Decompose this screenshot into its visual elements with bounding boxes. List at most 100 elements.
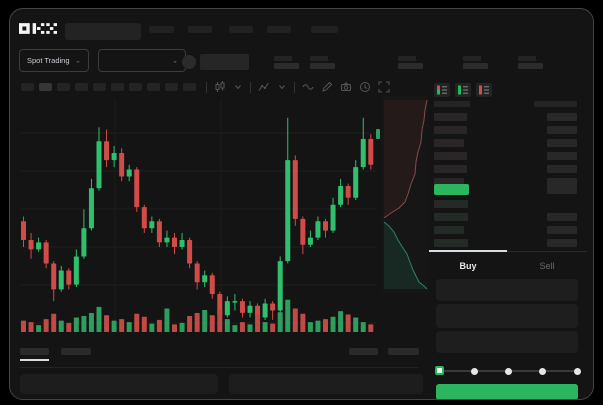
nav-item-1[interactable]	[188, 26, 212, 33]
volume-bar	[21, 320, 26, 332]
chevron-down-icon: ⌄	[75, 58, 81, 64]
bottom-tab-0[interactable]	[20, 348, 49, 355]
volume-bar	[292, 308, 298, 332]
ask-row-price[interactable]	[434, 139, 464, 147]
toolbar-divider	[250, 81, 251, 93]
fullscreen-icon[interactable]	[378, 81, 390, 93]
search-input[interactable]	[65, 23, 141, 40]
bid-row-price[interactable]	[434, 213, 468, 221]
ask-row-price[interactable]	[434, 152, 467, 160]
bottom-link-0[interactable]	[349, 348, 378, 355]
volume-bar	[179, 322, 185, 332]
order-input-1[interactable]	[436, 304, 578, 328]
book-combined-icon[interactable]	[434, 83, 450, 97]
candle-body	[43, 242, 49, 264]
nav-item-2[interactable]	[229, 26, 253, 33]
interval-button-0[interactable]	[21, 83, 34, 91]
bid-row-price[interactable]	[434, 200, 468, 208]
candle-body	[104, 141, 110, 161]
candle-body	[270, 303, 276, 311]
candle-body	[126, 169, 132, 177]
depth-chart	[381, 96, 428, 293]
book-asks-icon[interactable]	[476, 83, 492, 97]
volume-bar	[239, 322, 245, 332]
ask-row-price[interactable]	[434, 126, 467, 134]
book-bids-icon[interactable]	[455, 83, 471, 97]
ask-row-price[interactable]	[434, 178, 464, 186]
market-type-dropdown[interactable]: Spot Trading ⌄	[19, 49, 89, 72]
volume-bar	[81, 316, 87, 332]
camera-icon[interactable]	[340, 81, 352, 93]
tab-sell[interactable]: Sell	[539, 261, 555, 271]
volume-bar	[111, 320, 117, 332]
slider-handle-selected[interactable]	[435, 366, 444, 375]
line-style-icon[interactable]	[302, 81, 314, 93]
indicator-icon[interactable]	[258, 81, 270, 93]
candle-body	[277, 261, 283, 311]
interval-button-7[interactable]	[147, 83, 160, 91]
slider-stop-75[interactable]	[539, 367, 547, 375]
slider-stop-100[interactable]	[573, 367, 581, 375]
order-input-0[interactable]	[436, 279, 578, 301]
pair-dropdown[interactable]: ⌄	[98, 49, 186, 72]
interval-button-1[interactable]	[39, 83, 52, 91]
volume-bar	[88, 313, 94, 332]
nav-item-0[interactable]	[149, 26, 174, 33]
draw-pencil-icon[interactable]	[321, 81, 333, 93]
history-clock-icon[interactable]	[359, 81, 371, 93]
bid-row-price[interactable]	[434, 239, 468, 247]
candle-body	[323, 221, 328, 231]
market-type-label: Spot Trading	[27, 56, 70, 65]
bottom-tab-1[interactable]	[61, 348, 91, 355]
nav-item-3[interactable]	[267, 26, 291, 33]
order-input-2[interactable]	[436, 331, 578, 353]
ticker-stat-2	[398, 56, 428, 70]
ticker-stat-0	[274, 56, 304, 70]
bid-row-price[interactable]	[434, 226, 464, 234]
volume-bar	[141, 316, 147, 332]
candle-body	[209, 275, 215, 295]
bottom-divider	[20, 367, 419, 368]
tab-buy[interactable]: Buy	[459, 261, 477, 271]
interval-button-6[interactable]	[129, 83, 142, 91]
ask-row-amount	[547, 113, 577, 121]
candle-type-icon[interactable]	[214, 81, 226, 93]
volume-bar	[300, 313, 306, 332]
last-price-bar[interactable]	[434, 184, 469, 195]
buy-submit-button[interactable]	[436, 384, 578, 399]
volume-bar	[66, 322, 72, 332]
candle-body	[81, 228, 87, 257]
bottom-link-1[interactable]	[388, 348, 419, 355]
candle-body	[21, 221, 26, 240]
chevron-down-icon[interactable]	[233, 81, 243, 93]
bid-row-amount	[547, 226, 577, 234]
candle-body	[360, 138, 366, 168]
candle-body	[88, 188, 94, 229]
interval-button-3[interactable]	[75, 83, 88, 91]
okx-logo[interactable]	[19, 22, 57, 35]
ask-row-price[interactable]	[434, 165, 467, 173]
chevron-down-icon[interactable]	[277, 81, 287, 93]
volume-bar	[368, 324, 374, 332]
nav-item-4[interactable]	[311, 26, 338, 33]
interval-button-8[interactable]	[165, 83, 178, 91]
interval-button-5[interactable]	[111, 83, 124, 91]
volume-bar	[255, 314, 261, 332]
slider-stop-25[interactable]	[470, 367, 478, 375]
volume-bar	[126, 322, 132, 332]
interval-button-2[interactable]	[57, 83, 70, 91]
ob-header-price	[434, 101, 470, 107]
ask-row-amount	[547, 178, 577, 186]
candlestick-chart[interactable]	[19, 99, 376, 334]
interval-button-4[interactable]	[93, 83, 106, 91]
volume-bar	[232, 325, 238, 332]
candle-body	[353, 167, 359, 198]
candle-body	[194, 263, 200, 283]
candle-body	[51, 263, 57, 290]
slider-stop-50[interactable]	[505, 367, 512, 375]
interval-button-9[interactable]	[183, 83, 196, 91]
ask-row-price[interactable]	[434, 113, 467, 121]
candle-body	[73, 256, 79, 285]
bid-row-amount	[547, 239, 577, 247]
